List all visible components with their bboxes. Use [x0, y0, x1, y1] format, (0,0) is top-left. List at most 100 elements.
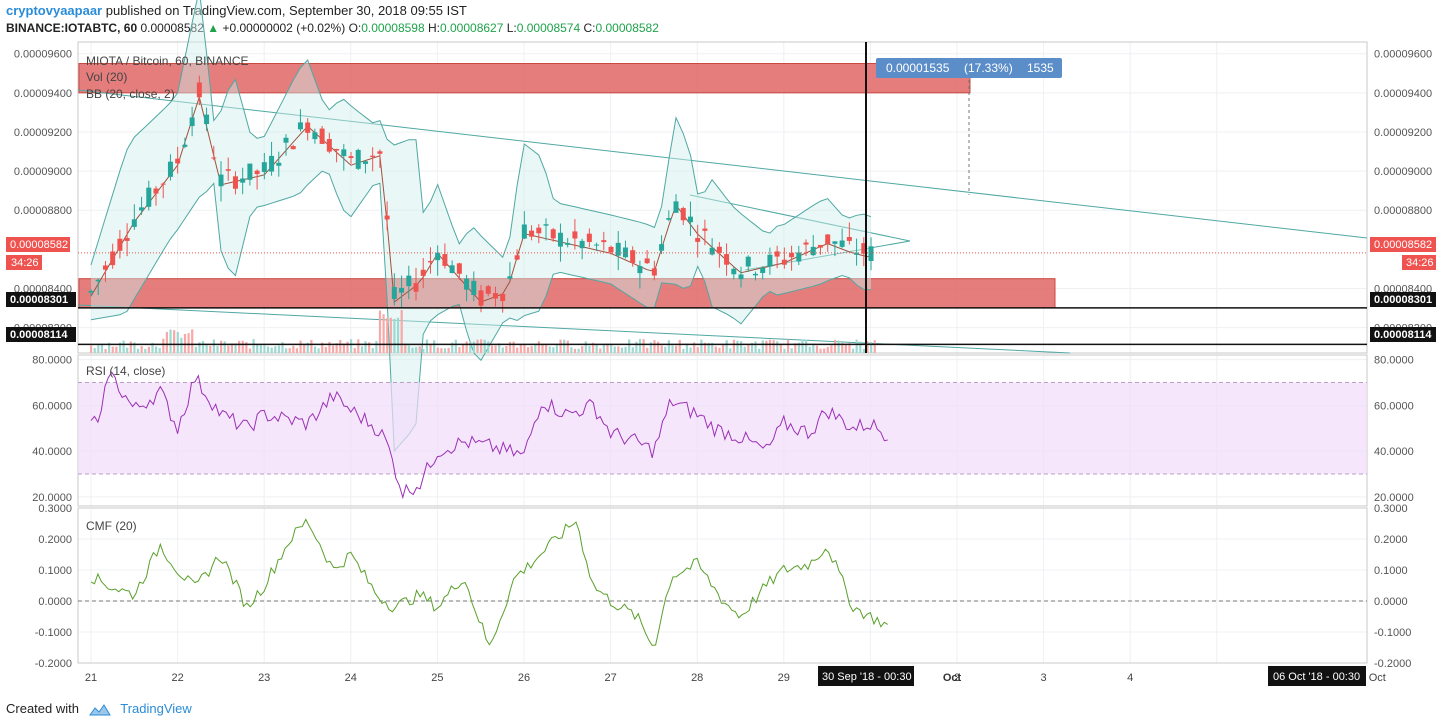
- volume-bar: [126, 347, 129, 353]
- rsi-tick-left: 20.0000: [32, 492, 72, 504]
- rsi-indicator: [78, 371, 1367, 500]
- resistance-zone[interactable]: [78, 63, 971, 94]
- volume-bar: [682, 348, 685, 353]
- volume-bar: [646, 347, 649, 353]
- price-tick-right: 0.00009400: [1374, 88, 1432, 100]
- price-tick-right: 0.00008800: [1374, 205, 1432, 217]
- candle: [261, 162, 267, 172]
- volume-bar: [537, 341, 540, 353]
- support-zone[interactable]: [78, 278, 1056, 309]
- candle: [550, 229, 556, 239]
- volume-bar: [321, 342, 324, 353]
- volume-bar: [830, 345, 833, 353]
- level-lower-right: 0.00008114: [1374, 329, 1432, 341]
- volume-bar: [335, 343, 338, 353]
- candle: [485, 286, 491, 294]
- trendline-lower[interactable]: [77, 304, 1071, 354]
- volume-bar: [642, 339, 645, 353]
- volume-bar: [841, 343, 844, 353]
- time-right-label: 06 Oct '18 - 00:30: [1273, 671, 1360, 683]
- volume-bar: [718, 347, 721, 353]
- volume-bar: [288, 348, 291, 353]
- bb-fill: [91, 0, 871, 452]
- volume-bar: [819, 348, 822, 353]
- candle: [435, 252, 441, 261]
- candle: [218, 174, 224, 187]
- volume-bar: [851, 348, 855, 353]
- volume-bar: [389, 317, 392, 353]
- candle: [167, 161, 173, 177]
- cmf-pane[interactable]: [77, 507, 1368, 664]
- candle: [680, 208, 686, 221]
- rsi-tick-left: 40.0000: [32, 446, 72, 458]
- candle: [716, 246, 722, 253]
- symbol-label: BINANCE:IOTABTC, 60: [6, 21, 138, 35]
- cmf-tick-left: 0.1000: [38, 565, 72, 577]
- cmf-tick-right: -0.2000: [1374, 658, 1411, 670]
- cmf-tick-right: 0.0000: [1374, 596, 1408, 608]
- volume-bar: [711, 342, 714, 353]
- tradingview-link[interactable]: TradingView: [120, 701, 192, 716]
- volume-bar: [303, 344, 306, 353]
- price-axis[interactable]: 0.00009600 0.00009600 0.00009400 0.00009400…: [14, 49, 1432, 670]
- volume-bar: [649, 342, 652, 353]
- volume-bar: [415, 347, 418, 353]
- candle: [687, 216, 693, 223]
- price-tick-right: 0.00009600: [1374, 49, 1432, 61]
- volume-bar: [364, 341, 367, 353]
- volume-bar: [223, 341, 226, 353]
- volume-bar: [310, 339, 313, 353]
- volume-bar: [667, 340, 670, 353]
- candle: [283, 137, 289, 143]
- price-tick-left: 0.00008800: [14, 205, 72, 217]
- rsi-legend: RSI (14, close): [86, 364, 165, 378]
- volume-bar: [118, 342, 122, 353]
- volume-bar: [147, 346, 150, 353]
- volume-bar: [155, 346, 158, 353]
- volume-bar: [227, 345, 230, 353]
- volume-bar: [638, 339, 642, 353]
- volume-bar: [368, 342, 371, 353]
- publisher-name[interactable]: cryptovyaapaar: [6, 3, 103, 18]
- time-right-bg: [1268, 666, 1366, 686]
- tradingview-logo-icon[interactable]: [88, 703, 111, 716]
- volume-bar: [736, 340, 739, 353]
- volume-bar: [162, 338, 165, 353]
- volume-bar: [870, 342, 873, 353]
- volume-bar: [371, 348, 374, 353]
- volume-bar: [866, 341, 869, 353]
- volume-bar: [299, 340, 302, 353]
- volume-bar: [191, 329, 194, 353]
- volume-bar: [339, 339, 342, 353]
- candle: [868, 246, 874, 261]
- volume-bar: [671, 345, 674, 353]
- volume-bar: [212, 339, 215, 353]
- candle: [341, 149, 347, 157]
- volume-bar: [220, 340, 223, 353]
- candle: [362, 161, 368, 164]
- volume-bar: [465, 341, 468, 353]
- volume-bar: [281, 342, 284, 353]
- cmf-line: [90, 518, 888, 646]
- volume-bar: [180, 337, 183, 353]
- candle: [204, 114, 210, 125]
- volume-bar: [93, 348, 96, 353]
- wedge-top[interactable]: [689, 194, 911, 242]
- volume-bar: [859, 341, 862, 353]
- price-tick-left: 0.00009600: [14, 49, 72, 61]
- volume-bar: [747, 344, 750, 353]
- candle: [442, 254, 448, 266]
- volume-bar: [505, 346, 508, 353]
- trendline-upper[interactable]: [77, 89, 1368, 239]
- volume-bar: [501, 347, 504, 353]
- volume-bar: [512, 341, 515, 353]
- volume-bar: [306, 342, 309, 353]
- candle: [139, 207, 145, 211]
- volume-bar: [248, 348, 252, 353]
- volume-bar: [346, 341, 349, 353]
- candle: [601, 240, 607, 243]
- candle: [709, 247, 715, 255]
- volume-bar: [743, 346, 746, 353]
